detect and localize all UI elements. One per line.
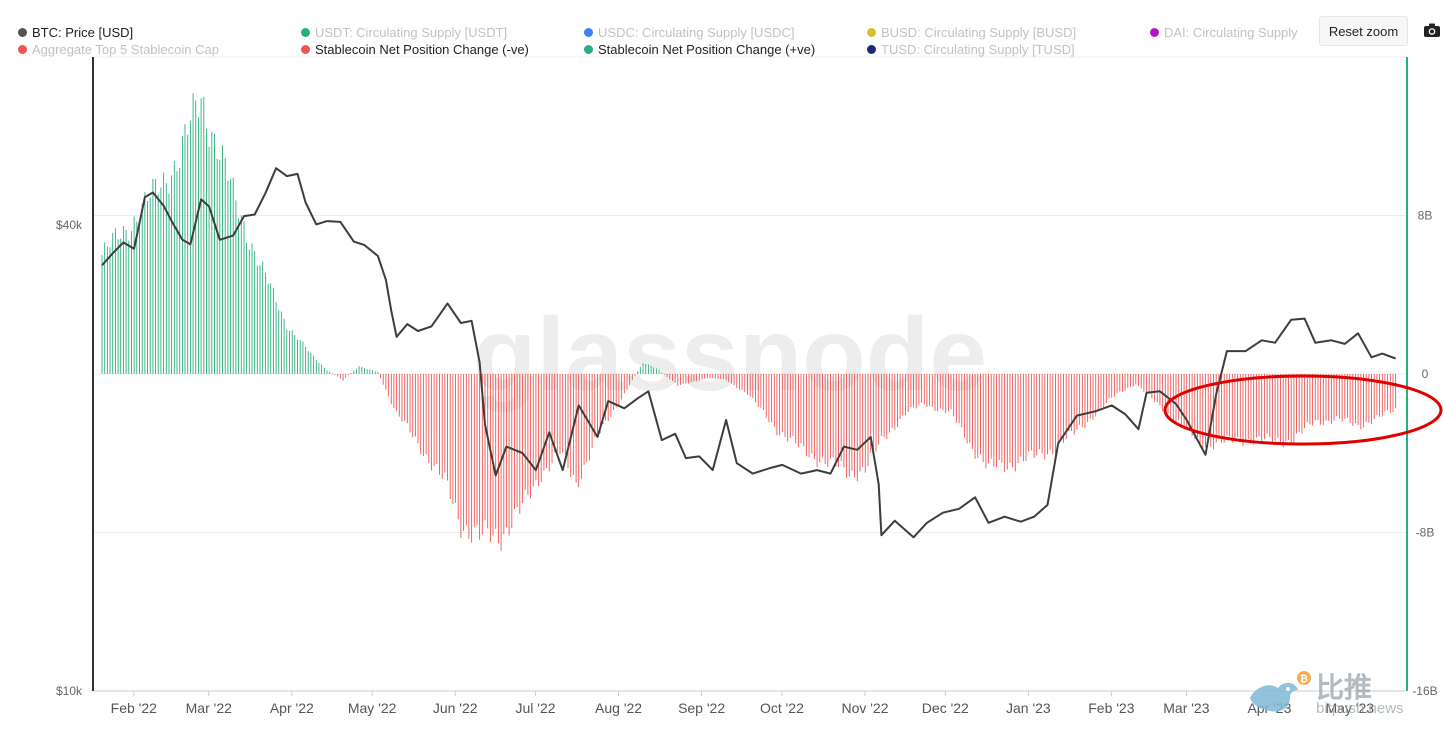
x-tick-label: Mar '23	[1163, 700, 1209, 716]
legend-label: TUSD: Circulating Supply [TUSD]	[881, 42, 1075, 57]
legend-item-net-change-positive[interactable]: Stablecoin Net Position Change (+ve)	[584, 41, 815, 58]
legend-dot	[301, 45, 310, 54]
legend-item-tusd-supply[interactable]: TUSD: Circulating Supply [TUSD]	[867, 41, 1075, 58]
axes	[92, 57, 1408, 692]
legend-dot	[1150, 28, 1159, 37]
legend-label: Stablecoin Net Position Change (-ve)	[315, 42, 529, 57]
x-tick-label: Oct '22	[760, 700, 804, 716]
legend-item-dai-supply[interactable]: DAI: Circulating Supply	[1150, 24, 1298, 41]
left-tick-label: $40k	[56, 218, 83, 232]
legend-label: BUSD: Circulating Supply [BUSD]	[881, 25, 1077, 40]
x-tick-label: Jan '23	[1006, 700, 1051, 716]
legend-dot	[867, 45, 876, 54]
x-tick-label: Jun '22	[433, 700, 478, 716]
x-tick-label: Aug '22	[595, 700, 642, 716]
left-axis-ticks: $40k $10k	[56, 218, 83, 698]
x-tick-label: Jul '22	[516, 700, 556, 716]
legend-item-net-change-negative[interactable]: Stablecoin Net Position Change (-ve)	[301, 41, 529, 58]
right-tick-label: -8B	[1416, 526, 1435, 540]
x-tick-label: May '23	[1325, 700, 1374, 716]
bitpush-cn-text: 比推	[1316, 671, 1373, 704]
legend-item-btc-price[interactable]: BTC: Price [USD]	[18, 24, 133, 41]
right-tick-label: -16B	[1412, 684, 1437, 698]
x-tick-label: Sep '22	[678, 700, 725, 716]
right-tick-label: 8B	[1418, 209, 1433, 223]
legend-item-busd-supply[interactable]: BUSD: Circulating Supply [BUSD]	[867, 24, 1076, 41]
glassnode-watermark: glassnode	[473, 297, 987, 413]
x-tick-label: Apr '22	[270, 700, 314, 716]
x-tick-label: Feb '22	[111, 700, 157, 716]
bird-logo-icon: ₿	[1250, 671, 1311, 712]
bitpush-en-text: bitpush.news	[1316, 700, 1404, 717]
legend-label: Stablecoin Net Position Change (+ve)	[598, 42, 816, 57]
x-tick-label: May '22	[348, 700, 397, 716]
right-axis-ticks: 8B 0 -8B -16B	[1412, 209, 1437, 699]
left-tick-label: $10k	[56, 684, 83, 698]
x-tick-label: Nov '22	[841, 700, 888, 716]
legend-dot	[301, 28, 310, 37]
legend-label: BTC: Price [USD]	[32, 25, 134, 40]
legend-label: Aggregate Top 5 Stablecoin Cap	[32, 42, 219, 57]
x-axis-ticks: Feb '22 Mar '22 Apr '22 May '22 Jun '22 Jul '…	[111, 691, 1374, 716]
legend-label: USDC: Circulating Supply [USDC]	[598, 25, 795, 40]
reset-zoom-button[interactable]: Reset zoom	[1319, 16, 1408, 46]
legend-dot	[18, 28, 27, 37]
legend-label: DAI: Circulating Supply	[1164, 25, 1298, 40]
legend-dot	[18, 45, 27, 54]
legend-item-aggregate-cap[interactable]: Aggregate Top 5 Stablecoin Cap	[18, 41, 219, 58]
x-tick-label: Mar '22	[186, 700, 232, 716]
legend-dot	[867, 28, 876, 37]
svg-text:₿: ₿	[1300, 673, 1308, 685]
highlight-ellipse	[1163, 374, 1443, 446]
legend-item-usdc-supply[interactable]: USDC: Circulating Supply [USDC]	[584, 24, 795, 41]
x-tick-label: Dec '22	[922, 700, 969, 716]
chart-legend: BTC: Price [USD] USDT: Circulating Suppl…	[18, 24, 1318, 64]
x-tick-label: Feb '23	[1088, 700, 1134, 716]
right-tick-label: 0	[1422, 367, 1429, 381]
legend-dot	[584, 45, 593, 54]
legend-dot	[584, 28, 593, 37]
btc-price-line	[101, 167, 1396, 539]
camera-icon[interactable]	[1422, 20, 1442, 40]
legend-item-usdt-supply[interactable]: USDT: Circulating Supply [USDT]	[301, 24, 507, 41]
bitpush-watermark: ₿ 比推 bitpush.news	[1244, 668, 1444, 730]
legend-label: USDT: Circulating Supply [USDT]	[315, 25, 508, 40]
